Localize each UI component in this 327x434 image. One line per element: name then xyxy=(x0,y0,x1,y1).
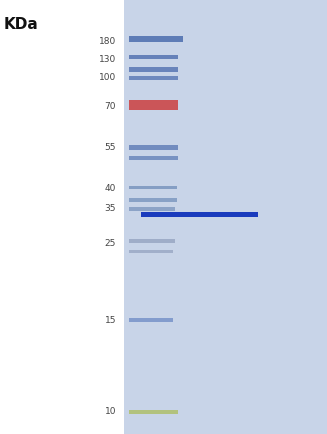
Bar xyxy=(129,100,178,110)
Text: 15: 15 xyxy=(105,316,116,325)
Bar xyxy=(129,55,178,59)
Bar xyxy=(129,156,178,160)
Bar xyxy=(129,76,178,80)
Bar xyxy=(129,410,178,414)
Text: 130: 130 xyxy=(99,56,116,64)
Bar xyxy=(129,145,178,150)
Text: 40: 40 xyxy=(105,184,116,193)
Text: KDa: KDa xyxy=(3,17,38,33)
Bar xyxy=(129,250,173,253)
Text: 180: 180 xyxy=(99,37,116,46)
Text: 10: 10 xyxy=(105,407,116,416)
Text: 100: 100 xyxy=(99,73,116,82)
Bar xyxy=(129,240,175,243)
Bar xyxy=(141,212,258,217)
Bar xyxy=(129,197,177,201)
Text: 70: 70 xyxy=(105,102,116,111)
Bar xyxy=(129,318,173,322)
Bar xyxy=(129,186,177,189)
Text: 35: 35 xyxy=(105,204,116,213)
Text: 55: 55 xyxy=(105,143,116,152)
Bar xyxy=(129,36,183,42)
Bar xyxy=(124,0,327,434)
Text: 25: 25 xyxy=(105,239,116,247)
Bar xyxy=(129,67,178,72)
Bar xyxy=(129,207,175,211)
